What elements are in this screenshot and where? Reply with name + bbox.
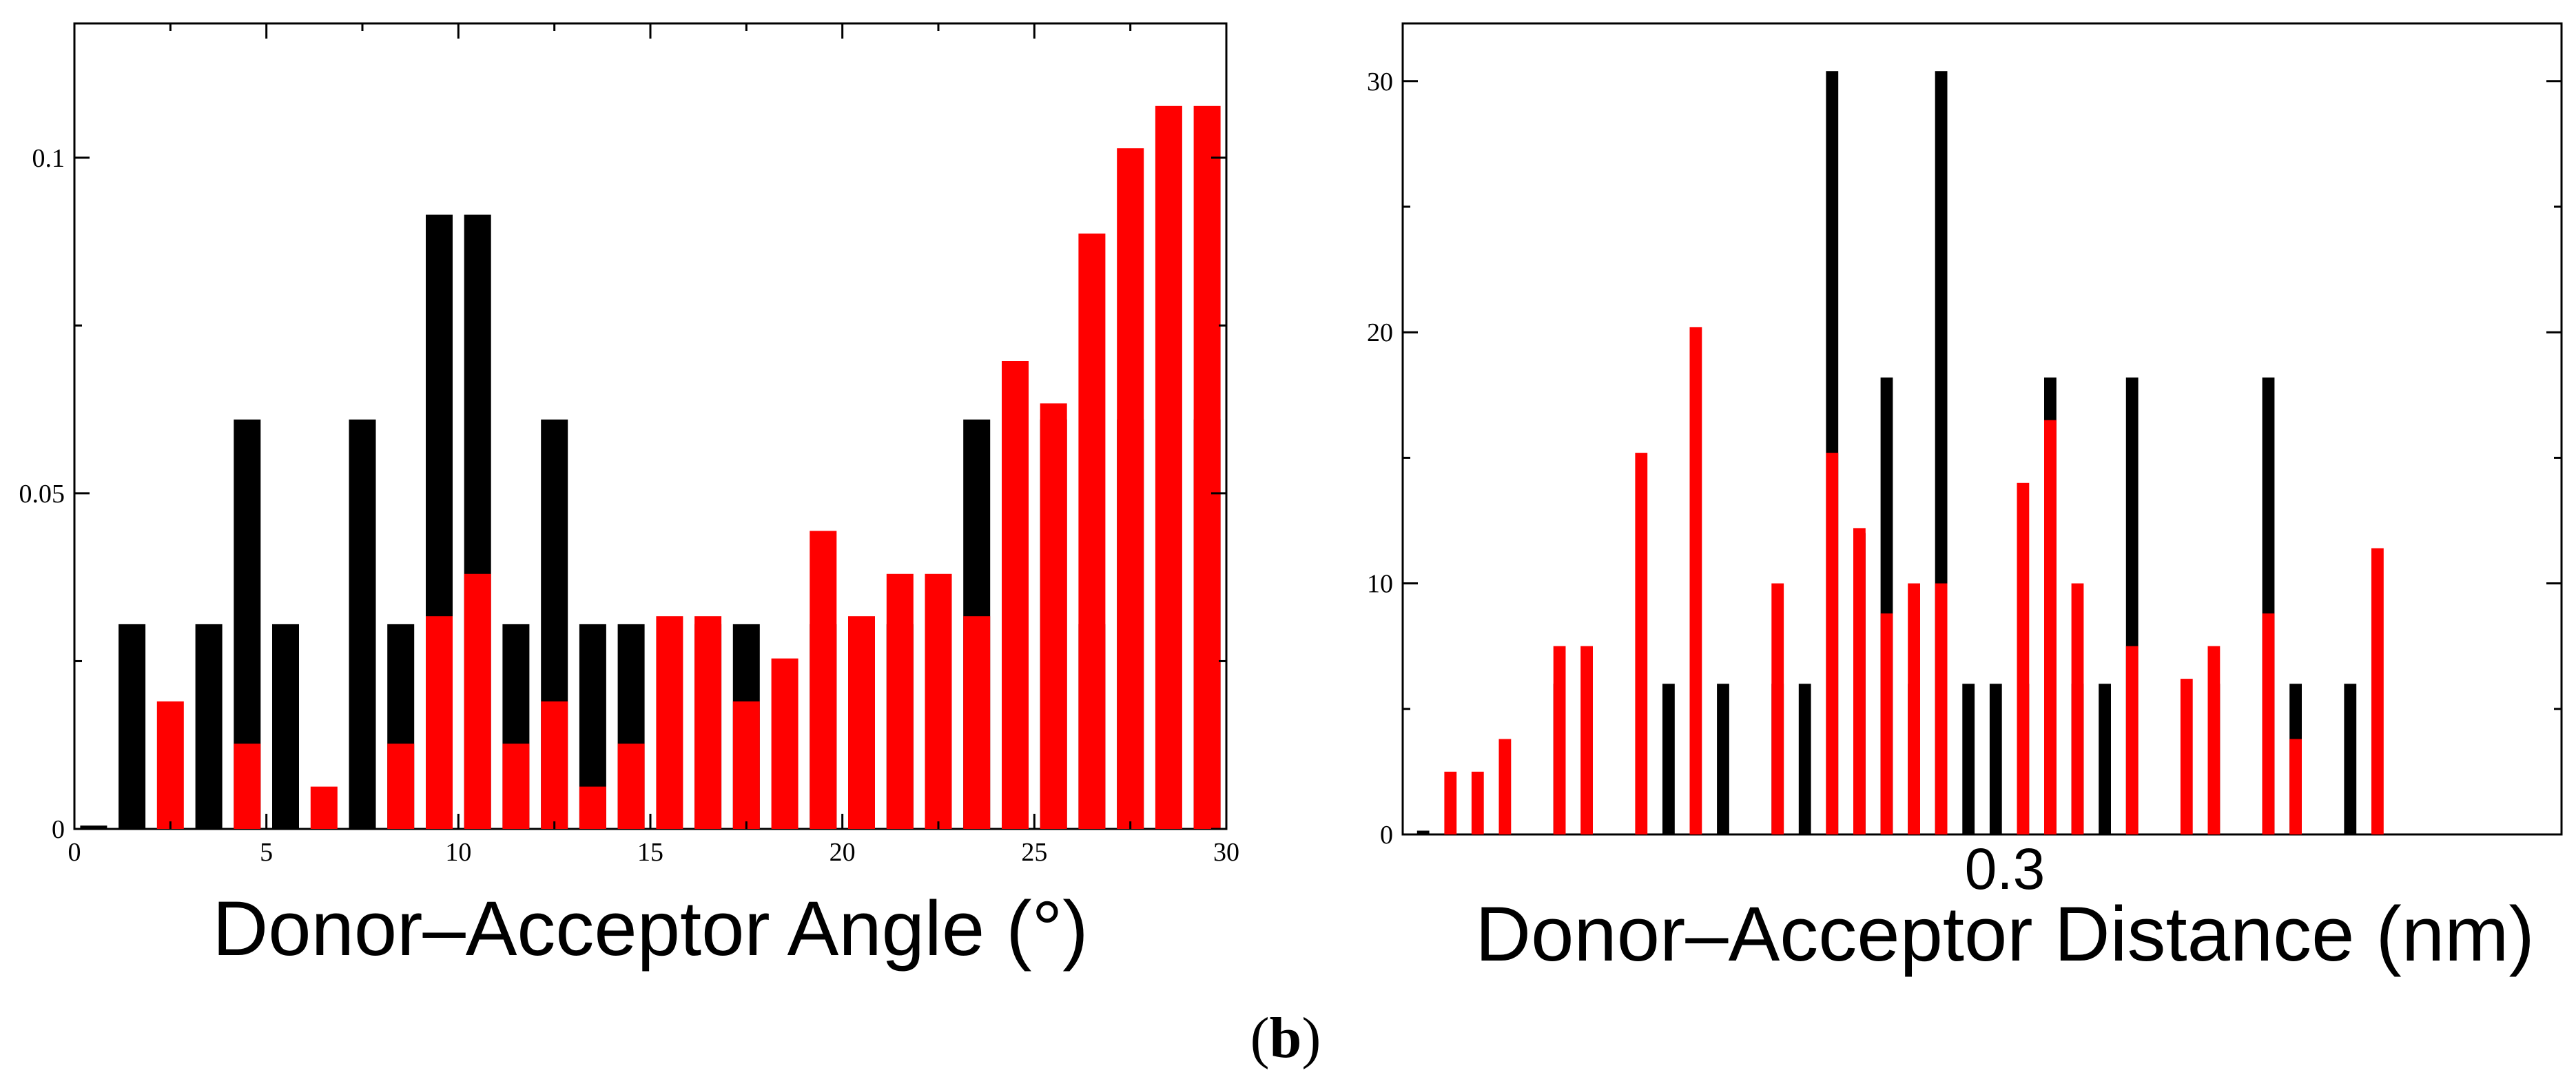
x-tick-label: 20 — [830, 838, 856, 867]
black-bar — [1962, 684, 1975, 834]
x-tick-label: 10 — [445, 838, 471, 867]
red-bar — [963, 616, 991, 829]
distance-x-annotation: 0.3 — [1965, 837, 2046, 901]
panel-label: (b) — [1250, 1006, 1321, 1070]
red-bar — [156, 701, 184, 829]
black-bar — [272, 624, 299, 829]
black-bar — [1416, 830, 1430, 834]
red-bar — [1935, 583, 1948, 834]
angle-x-axis-label: Donor–Acceptor Angle (°) — [212, 885, 1088, 972]
red-bar — [617, 743, 645, 829]
red-bar — [810, 531, 837, 829]
red-bar — [541, 701, 568, 829]
black-bar — [195, 624, 223, 829]
red-bar — [1853, 528, 1866, 834]
black-bar — [1798, 684, 1811, 834]
red-bar — [387, 743, 415, 829]
y-tick-label: 0 — [1380, 821, 1393, 850]
plot-frame — [1401, 22, 2563, 836]
angle-bars — [80, 105, 1221, 830]
red-bar — [848, 616, 875, 829]
red-bar — [1689, 327, 1702, 834]
red-bar — [1553, 646, 1566, 834]
black-bar — [80, 825, 107, 829]
black-bar — [2099, 684, 2111, 834]
red-bar — [1826, 453, 1839, 834]
red-bar — [1444, 771, 1457, 834]
panel-label-close: ) — [1301, 1006, 1321, 1070]
red-bar — [310, 786, 338, 829]
x-tick-label: 30 — [1213, 838, 1239, 867]
x-tick-label: 0 — [68, 838, 81, 867]
red-bar — [464, 573, 491, 829]
black-bar — [349, 419, 376, 829]
red-bar — [1117, 148, 1144, 829]
y-tick-label: 0 — [52, 815, 65, 844]
red-bar — [1471, 771, 1484, 834]
distance-x-axis-label: Donor–Acceptor Distance (nm) — [1475, 891, 2534, 977]
x-tick-label: 15 — [637, 838, 663, 867]
panel-label-open: ( — [1250, 1006, 1270, 1070]
red-bar — [771, 658, 798, 829]
red-bar — [694, 616, 722, 829]
red-bar — [234, 743, 261, 829]
black-bar — [1989, 684, 2002, 834]
red-bar — [732, 701, 760, 829]
distance-histogram: 0 10 20 30 0.3 Donor–Acceptor Distance (nm) — [1367, 22, 2563, 977]
y-tick-label: 0.05 — [19, 480, 65, 509]
angle-ticks: 0 0.05 0.1 0 5 10 15 20 25 30 — [19, 23, 1239, 867]
red-bar — [2207, 646, 2220, 834]
red-bar — [2071, 583, 2084, 834]
red-bar — [426, 616, 453, 829]
red-bar — [2017, 482, 2030, 834]
distance-bars — [1416, 71, 2384, 835]
red-bar — [1193, 105, 1221, 829]
black-bar — [1717, 684, 1729, 834]
angle-histogram: 0 0.05 0.1 0 5 10 15 20 25 30 Donor–Acceptor Angl… — [19, 22, 1239, 972]
red-bar — [2262, 613, 2275, 834]
red-bar — [1002, 361, 1029, 829]
x-tick-label: 25 — [1021, 838, 1047, 867]
red-bar — [1498, 739, 1512, 834]
y-tick-label: 10 — [1367, 570, 1393, 599]
black-bar — [119, 624, 146, 829]
panel-label-letter: b — [1270, 1006, 1302, 1070]
red-bar — [2371, 548, 2384, 834]
red-bar — [1908, 583, 1920, 834]
red-bar — [2044, 420, 2057, 834]
red-bar — [579, 786, 606, 829]
red-bar — [1771, 583, 1784, 834]
red-bar — [1880, 613, 1893, 834]
red-bar — [1580, 646, 1593, 834]
y-tick-label: 0.1 — [32, 144, 65, 173]
red-bar — [925, 573, 952, 829]
red-bar — [886, 573, 914, 829]
red-bar — [1635, 453, 1648, 834]
distance-ticks: 0 10 20 30 — [1367, 68, 2562, 850]
red-bar — [656, 616, 683, 829]
red-bar — [1155, 105, 1182, 829]
red-bar — [2180, 679, 2193, 834]
red-bar — [1078, 233, 1106, 829]
black-bar — [1662, 684, 1675, 834]
red-bar — [502, 743, 530, 829]
red-bar — [2125, 646, 2139, 834]
black-bar — [2344, 684, 2357, 834]
red-bar — [1040, 403, 1067, 829]
x-tick-label: 5 — [260, 838, 273, 867]
y-tick-label: 20 — [1367, 318, 1393, 347]
red-bar — [2289, 739, 2302, 834]
y-tick-label: 30 — [1367, 68, 1393, 96]
